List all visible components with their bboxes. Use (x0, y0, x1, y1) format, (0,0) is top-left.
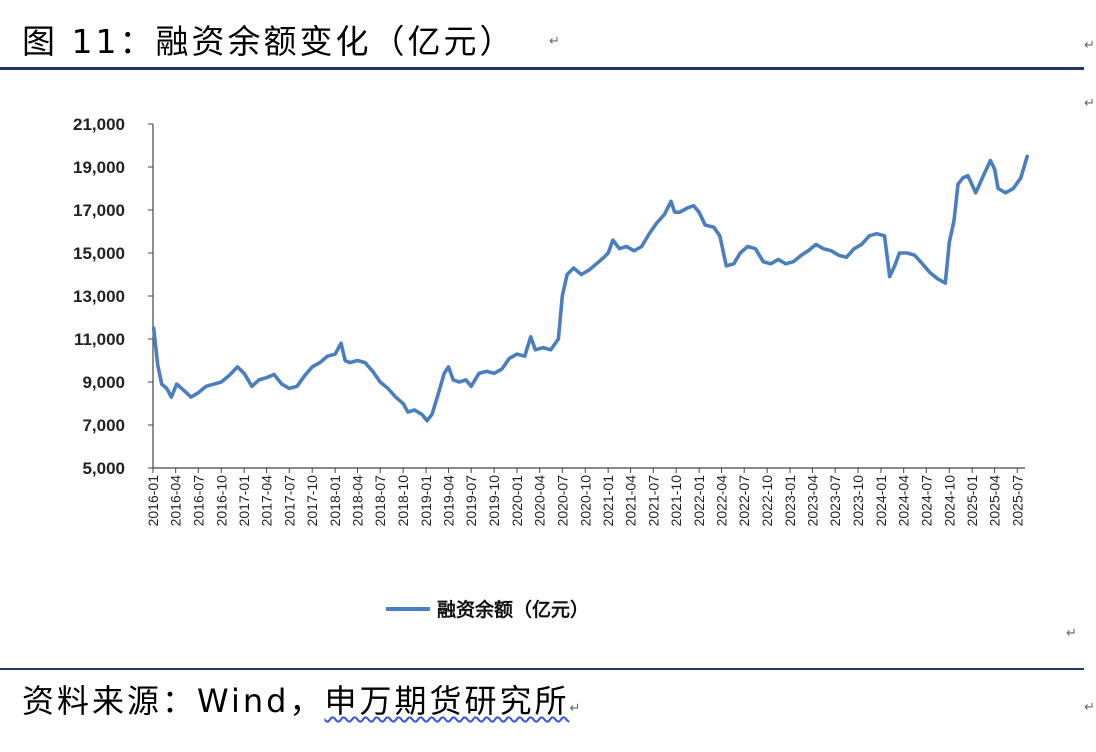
x-tick-label: 2021-07 (645, 475, 661, 527)
return-mark: ↵ (1084, 96, 1095, 111)
x-tick-label: 2022-10 (759, 475, 775, 527)
source-org: 申万期货研究所 (324, 682, 570, 720)
y-tick-label: 11,000 (74, 330, 125, 349)
x-tick-label: 2024-07 (918, 475, 934, 527)
bottom-rule (0, 668, 1084, 670)
top-rule (0, 67, 1084, 70)
x-tick-label: 2022-01 (691, 475, 707, 527)
x-tick-label: 2016-04 (168, 475, 184, 527)
figure-title: 图 11：融资余额变化（亿元） (22, 22, 516, 61)
x-tick-label: 2018-01 (327, 475, 343, 527)
source-prefix: 资料来源：Wind， (22, 682, 325, 720)
x-tick-label: 2025-07 (1009, 475, 1025, 527)
x-tick-label: 2019-01 (418, 475, 434, 527)
x-tick-label: 2016-01 (145, 475, 161, 527)
x-tick-label: 2021-10 (668, 475, 684, 527)
x-tick-label: 2019-04 (440, 475, 456, 527)
legend: 融资余额（亿元） (386, 598, 589, 621)
plot-area (151, 154, 1029, 423)
y-tick-label: 13,000 (73, 287, 125, 306)
x-tick-label: 2018-10 (395, 475, 411, 527)
return-mark: ↵ (569, 701, 581, 716)
x-tick-label: 2021-01 (600, 475, 616, 527)
return-mark: ↵ (1084, 38, 1095, 53)
x-tick-label: 2018-04 (350, 475, 366, 527)
x-tick-label: 2020-10 (577, 475, 593, 527)
x-axis: 2016-01 2016-04 2016-07 2016-10 2017-01 2017-… (145, 467, 1025, 527)
x-tick-label: 2020-04 (532, 475, 548, 527)
y-tick-label: 15,000 (73, 244, 125, 263)
x-tick-label: 2021-04 (623, 475, 639, 527)
x-tick-label: 2023-10 (850, 475, 866, 527)
x-tick-label: 2020-01 (509, 475, 525, 527)
x-tick-label: 2025-01 (964, 475, 980, 527)
source-note: 资料来源：Wind，申万期货研究所↵ (22, 681, 580, 729)
return-mark: ↵ (549, 34, 560, 49)
y-tick-label: 7,000 (82, 416, 125, 435)
return-mark: ↵ (1066, 626, 1077, 641)
x-tick-label: 2022-07 (736, 475, 752, 527)
series-line (151, 154, 1029, 423)
x-tick-label: 2019-10 (486, 475, 502, 527)
y-tick-label: 21,000 (73, 115, 125, 134)
x-tick-label: 2024-01 (873, 475, 889, 527)
x-tick-label: 2019-07 (463, 475, 479, 527)
x-tick-label: 2024-10 (941, 475, 957, 527)
x-tick-label: 2018-07 (372, 475, 388, 527)
y-axis: 5,000 7,000 9,000 11,000 13,000 15,000 17,000 1… (73, 115, 154, 478)
return-mark: ↵ (1084, 700, 1095, 715)
x-tick-label: 2017-07 (281, 475, 297, 527)
x-tick-label: 2022-04 (714, 475, 730, 527)
x-tick-label: 2023-07 (827, 475, 843, 527)
x-tick-label: 2017-01 (236, 475, 252, 527)
x-tick-label: 2017-04 (259, 475, 275, 527)
x-tick-label: 2023-04 (804, 475, 820, 527)
x-tick-label: 2017-10 (304, 475, 320, 527)
y-tick-label: 17,000 (73, 201, 125, 220)
legend-label: 融资余额（亿元） (437, 598, 589, 621)
x-tick-label: 2025-04 (987, 475, 1003, 527)
x-tick-label: 2024-04 (896, 475, 912, 527)
x-tick-label: 2023-01 (782, 475, 798, 527)
y-tick-label: 9,000 (82, 373, 125, 392)
y-tick-label: 5,000 (82, 459, 125, 478)
y-tick-label: 19,000 (73, 158, 125, 177)
x-tick-label: 2020-07 (554, 475, 570, 527)
x-tick-label: 2016-10 (213, 475, 229, 527)
x-tick-label: 2016-07 (190, 475, 206, 527)
